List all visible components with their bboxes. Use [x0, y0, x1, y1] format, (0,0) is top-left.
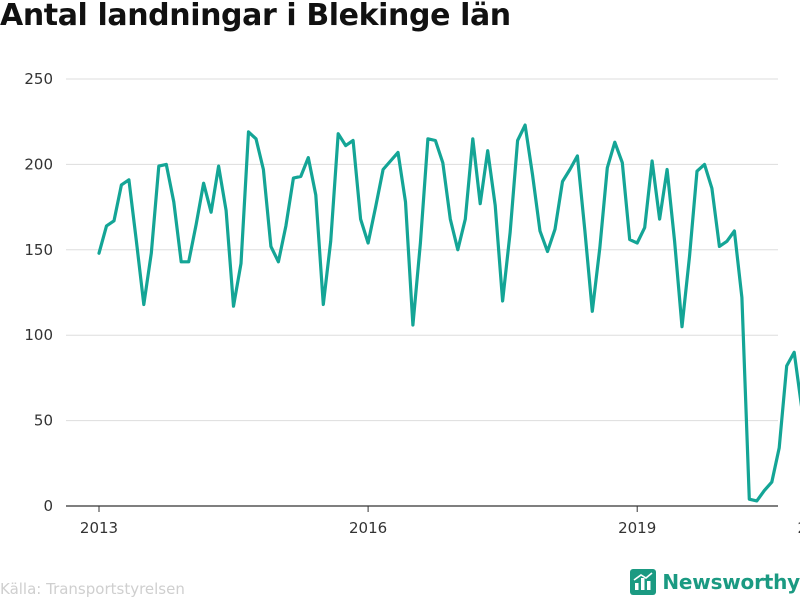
y-tick-label: 200 — [24, 155, 53, 173]
x-tick-label: 2021 — [798, 519, 800, 537]
gridlines — [66, 78, 778, 422]
y-tick-label: 0 — [43, 497, 53, 515]
series-line-path — [97, 123, 800, 503]
y-tick-label: 100 — [24, 326, 53, 344]
x-axis: 2013 2016 2019 2021 — [66, 505, 800, 537]
y-axis-ticks: 0 50 100 150 200 250 — [24, 70, 53, 515]
x-tick-label: 2016 — [349, 519, 387, 537]
newsworthy-logo-icon — [630, 569, 657, 595]
brand[interactable]: Newsworthy — [630, 567, 800, 597]
brand-name: Newsworthy — [662, 570, 800, 594]
x-tick-label: 2013 — [80, 519, 118, 537]
x-tick-label: 2019 — [618, 519, 656, 537]
y-tick-label: 250 — [24, 70, 53, 88]
series-line — [97, 123, 800, 503]
y-tick-label: 50 — [34, 412, 53, 430]
chart-title: Antal landningar i Blekinge län — [0, 0, 511, 33]
y-tick-label: 150 — [24, 241, 53, 259]
source-note: Källa: Transportstyrelsen — [0, 580, 185, 598]
